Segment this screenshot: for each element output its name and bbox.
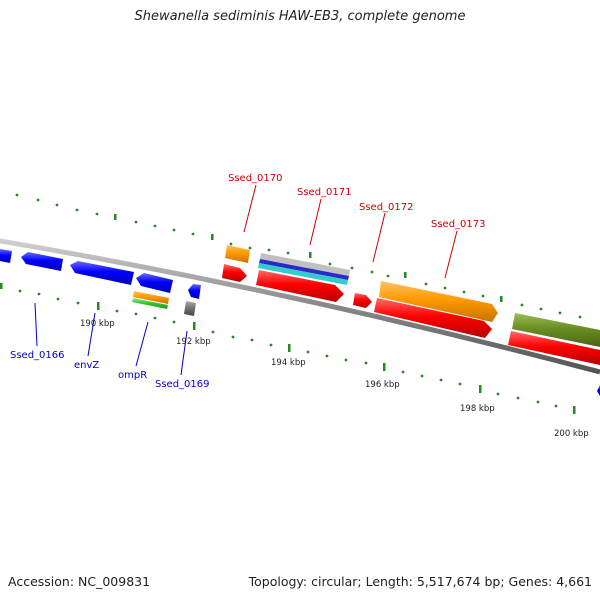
scale-label: 200 kbp: [554, 429, 589, 439]
scale-label: 192 kbp: [176, 337, 211, 347]
gene-ssed-0174[interactable]: [597, 385, 600, 396]
gene-ompr[interactable]: [136, 273, 173, 293]
forward-leader-lines: [243, 184, 458, 279]
inner-tick-ring: [0, 283, 576, 414]
gene-label-ompr[interactable]: ompR: [118, 370, 147, 381]
forward-gene-labels: Ssed_0170 Ssed_0171 Ssed_0172 Ssed_0173: [228, 173, 486, 230]
forward-annotations: [225, 245, 600, 347]
scale-label: 196 kbp: [365, 380, 400, 390]
gene-ssed-0171[interactable]: [256, 270, 344, 302]
reverse-gene-labels: Ssed_0166 envZ ompR Ssed_0169: [10, 350, 210, 390]
genome-stats-text: Topology: circular; Length: 5,517,674 bp…: [248, 574, 592, 589]
map-title: Shewanella sediminis HAW-EB3, complete g…: [134, 9, 466, 24]
scale-label: 190 kbp: [80, 319, 115, 329]
gene-ssed-0166[interactable]: [0, 249, 12, 263]
accession-text: Accession: NC_009831: [8, 574, 151, 589]
gene-envz[interactable]: [70, 261, 134, 285]
gene-label-ssed-0172[interactable]: Ssed_0172: [359, 202, 414, 213]
gene-ssed-0172[interactable]: [353, 293, 372, 308]
gene-label-ssed-0166[interactable]: Ssed_0166: [10, 350, 65, 361]
gene-ssed-0167[interactable]: [21, 252, 63, 271]
forward-strand-genes: [222, 264, 600, 365]
scale-label: 194 kbp: [271, 358, 306, 368]
gene-ssed-0169[interactable]: [188, 284, 201, 299]
reverse-leader-lines: [34, 302, 188, 376]
scale-labels: 190 kbp 192 kbp 194 kbp 196 kbp 198 kbp …: [80, 319, 589, 439]
gene-label-ssed-0171[interactable]: Ssed_0171: [297, 187, 352, 198]
gene-label-ssed-0173[interactable]: Ssed_0173: [431, 219, 486, 230]
genome-backbone: [0, 238, 600, 375]
gene-label-envz[interactable]: envZ: [74, 360, 99, 371]
reverse-strand-genes: [0, 249, 600, 396]
gene-ssed-0174-cds[interactable]: [508, 331, 600, 365]
gene-ssed-0173[interactable]: [374, 298, 492, 338]
scale-label: 198 kbp: [460, 404, 495, 414]
gene-label-ssed-0169[interactable]: Ssed_0169: [155, 379, 210, 390]
gene-label-ssed-0170[interactable]: Ssed_0170: [228, 173, 283, 184]
outer-tick-ring: [15, 193, 582, 319]
reverse-annotations: [132, 291, 196, 316]
gene-ssed-0170[interactable]: [222, 264, 247, 282]
